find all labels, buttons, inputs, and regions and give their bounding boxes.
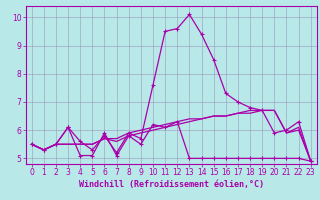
X-axis label: Windchill (Refroidissement éolien,°C): Windchill (Refroidissement éolien,°C) (79, 180, 264, 189)
